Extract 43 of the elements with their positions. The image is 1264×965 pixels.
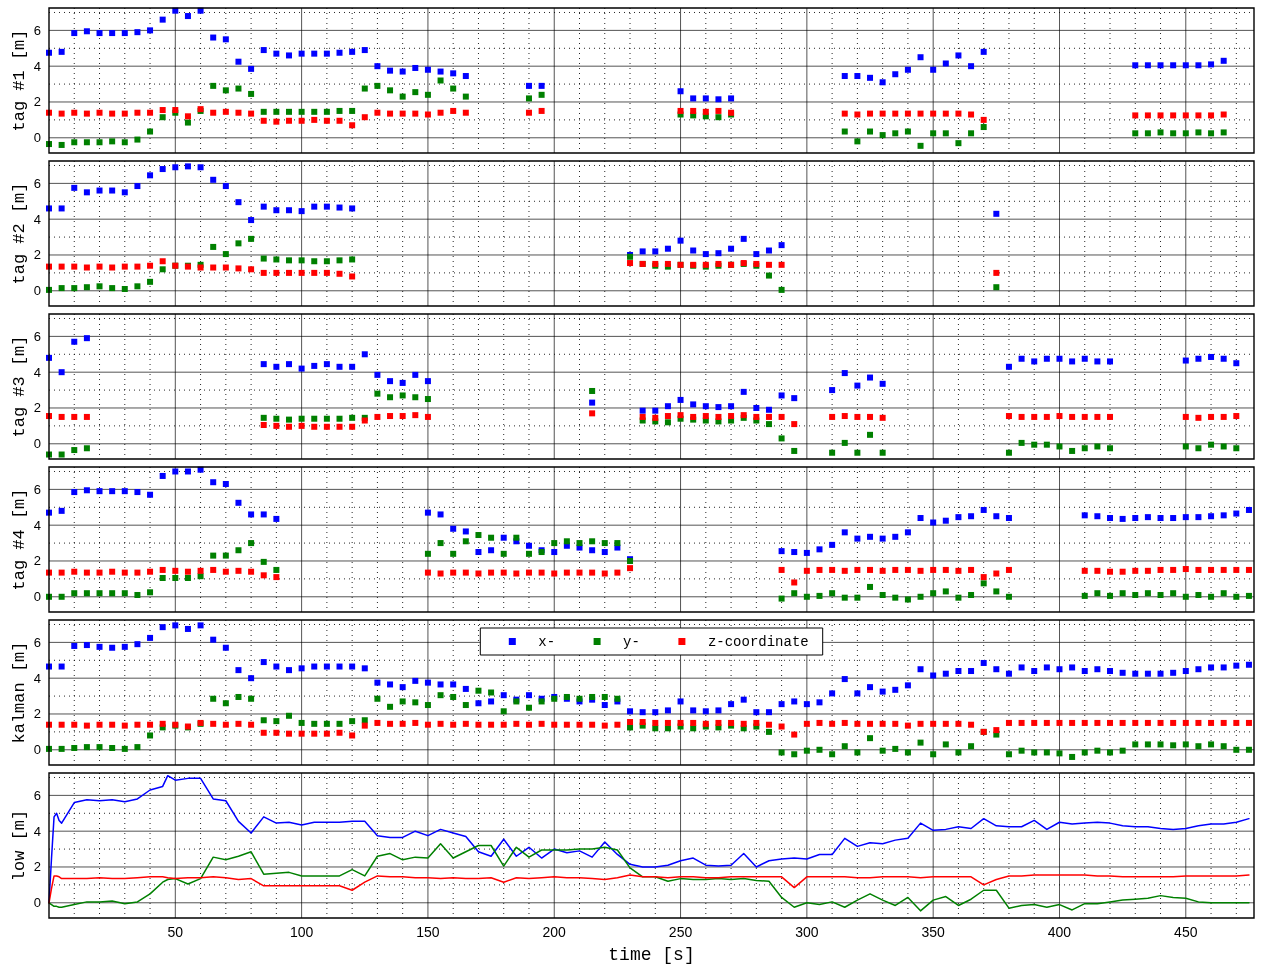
y-axis-title: tag #3 [m] xyxy=(9,335,29,438)
x-tick-label: 450 xyxy=(1174,924,1198,940)
y-tick-label: 4 xyxy=(33,211,41,227)
x-tick-label: 250 xyxy=(668,924,693,940)
y-tick-label: 4 xyxy=(33,58,41,74)
y-tick-label: 6 xyxy=(33,175,41,191)
y-axis-title: tag #1 [m] xyxy=(9,29,29,132)
y-tick-label: 2 xyxy=(33,247,41,263)
y-tick-label: 0 xyxy=(33,130,41,146)
legend-label: z-coordinate xyxy=(707,633,809,650)
y-tick-label: 0 xyxy=(33,283,41,299)
y-tick-label: 0 xyxy=(33,895,41,911)
x-tick-label: 150 xyxy=(416,924,440,940)
x-tick-label: 400 xyxy=(1047,924,1072,940)
y-axis-title: tag #2 [m] xyxy=(9,182,29,285)
y-tick-label: 2 xyxy=(33,400,41,416)
y-axis-title: low [m] xyxy=(9,809,29,882)
y-tick-label: 0 xyxy=(33,589,41,605)
y-tick-label: 4 xyxy=(33,670,41,686)
legend-label: x- xyxy=(538,633,556,650)
x-tick-label: 100 xyxy=(289,924,314,940)
y-tick-label: 6 xyxy=(33,634,41,650)
y-tick-label: 2 xyxy=(33,553,41,569)
y-tick-label: 4 xyxy=(33,364,41,380)
y-axis-title: tag #4 [m] xyxy=(9,488,29,591)
y-tick-label: 4 xyxy=(33,517,41,533)
y-tick-label: 2 xyxy=(33,706,41,722)
x-tick-label: 350 xyxy=(921,924,946,940)
y-tick-label: 4 xyxy=(33,823,41,839)
x-axis-title: time [s] xyxy=(608,945,695,965)
y-tick-label: 6 xyxy=(33,481,41,497)
x-tick-label: 300 xyxy=(795,924,819,940)
y-tick-label: 6 xyxy=(33,787,41,803)
y-tick-label: 0 xyxy=(33,436,41,452)
x-tick-label: 50 xyxy=(167,924,184,940)
y-tick-label: 6 xyxy=(33,328,41,344)
y-tick-label: 2 xyxy=(33,94,41,110)
x-tick-label: 200 xyxy=(542,924,567,940)
y-axis-title: kalman [m] xyxy=(9,641,29,744)
y-tick-label: 6 xyxy=(33,22,41,38)
y-tick-label: 0 xyxy=(33,742,41,758)
legend-label: y- xyxy=(623,633,640,650)
y-tick-label: 2 xyxy=(33,859,41,875)
